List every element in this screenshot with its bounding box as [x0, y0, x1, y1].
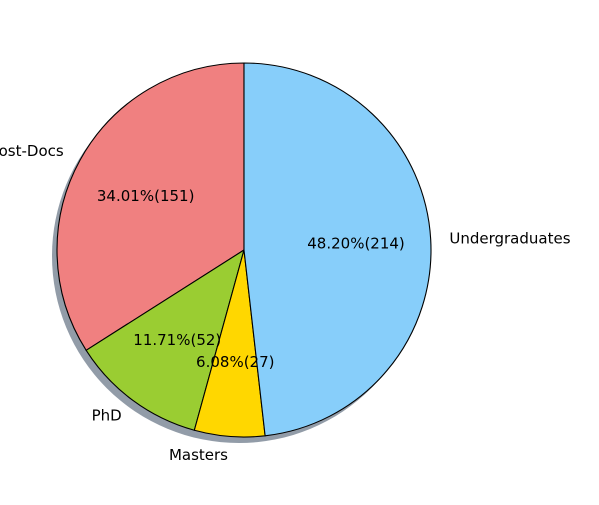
- slice-label-masters: Masters: [169, 446, 228, 464]
- slice-label-undergraduates: Undergraduates: [449, 229, 570, 247]
- pie-slice-undergraduates: [243, 62, 432, 437]
- pie-slices: [56, 62, 432, 438]
- slice-label-faculty-post-docs: Faculty & Post-Docs: [0, 142, 64, 160]
- slice-pct-label-undergraduates: 48.20%(214): [307, 235, 405, 253]
- pie-slice-faculty-post-docs: [56, 62, 245, 351]
- slice-pct-label-faculty-post-docs: 34.01%(151): [97, 187, 195, 205]
- slice-pct-label-phd: 11.71%(52): [133, 331, 221, 349]
- pie-slice-phd: [85, 249, 245, 431]
- pie-labels: Faculty & Post-Docs 34.01%(151) PhD 11.71%(…: [0, 142, 571, 464]
- slice-label-phd: PhD: [92, 406, 122, 424]
- slice-pct-label-masters: 6.08%(27): [196, 353, 274, 371]
